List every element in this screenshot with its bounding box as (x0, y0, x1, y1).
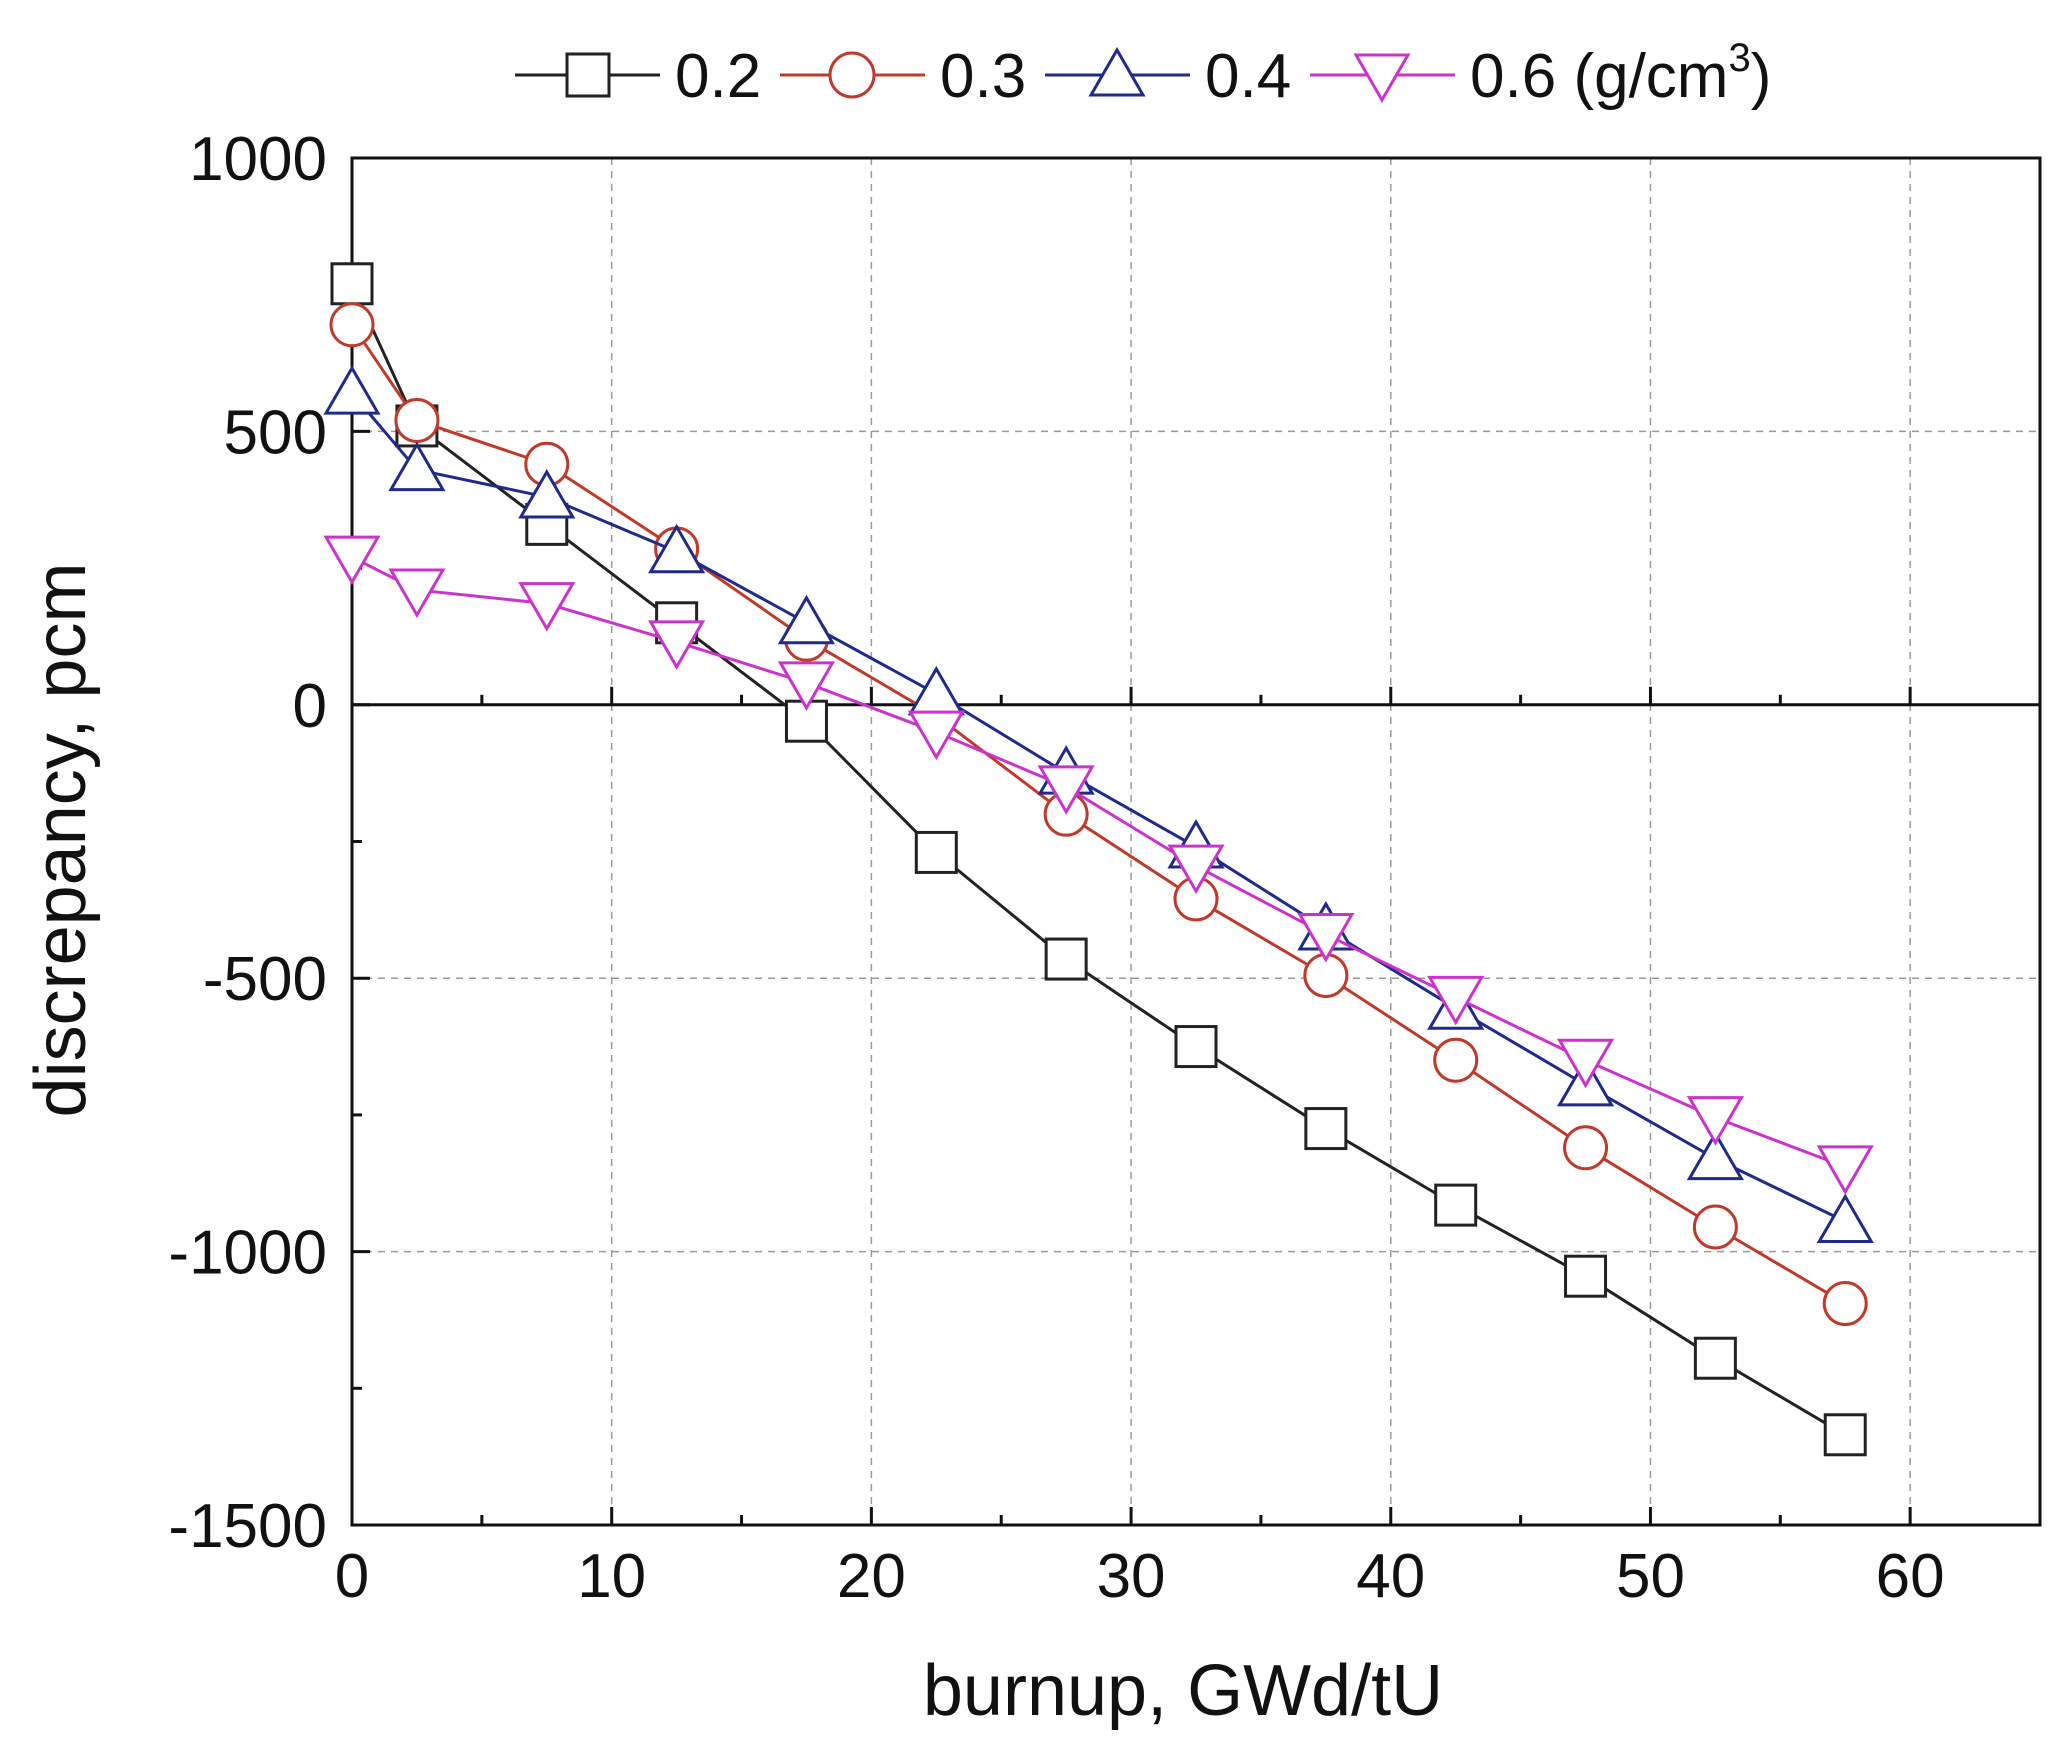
data-point-0.2-6 (1044, 937, 1088, 981)
legend-marker-triangle-down (1353, 53, 1411, 103)
data-point-0.3-9 (1433, 1037, 1479, 1083)
data-point-0.3-0 (329, 302, 375, 348)
series-0.2 (330, 262, 1867, 1457)
x-tick-label-6: 60 (1876, 1542, 1945, 1611)
y-tick-label-5: -1500 (168, 1492, 327, 1561)
legend-entry-0: 0.2 (515, 42, 761, 111)
data-point-0.2-5 (914, 830, 958, 874)
data-point-0.6-12 (1816, 1145, 1874, 1195)
data-point-0.6-5 (907, 710, 965, 761)
x-tick-label-1: 10 (577, 1542, 646, 1611)
series-0.4 (323, 365, 1874, 1244)
data-point-0.2-11 (1693, 1336, 1737, 1380)
data-point-0.2-0 (330, 262, 374, 306)
series-line-0.2 (350, 283, 1846, 1437)
legend-unit-close: ) (1751, 42, 1772, 111)
data-point-0.6-4 (777, 661, 836, 711)
legend: 0.2 0.3 0.4 0.6 (g/cm3) (515, 36, 1771, 111)
y-tick-label-4: -1000 (168, 1219, 327, 1288)
data-point-0.6-10 (1556, 1038, 1615, 1089)
x-tick-label-5: 50 (1616, 1542, 1685, 1611)
y-axis-title: discrepancy, pcm (21, 563, 101, 1118)
data-point-0.2-12 (1823, 1413, 1867, 1457)
data-point-0.3-10 (1563, 1125, 1609, 1171)
data-point-0.3-11 (1692, 1204, 1738, 1250)
data-point-0.6-8 (1297, 912, 1355, 963)
axes: 0 10 20 30 40 50 60 1000 500 0 -500 -1000 -1500 (168, 125, 2042, 1611)
data-point-0.4-0 (323, 365, 381, 415)
data-point-0.4-11 (1686, 1130, 1744, 1181)
legend-label-3: 0.6 (g/cm3) (1470, 36, 1771, 111)
series-0.6 (323, 535, 1874, 1195)
series-layer (323, 262, 1874, 1457)
series-line-0.6 (351, 555, 1846, 1169)
legend-entry-2: 0.4 (1045, 42, 1291, 111)
legend-label-2: 0.4 (1205, 42, 1291, 111)
data-point-0.6-9 (1427, 975, 1485, 1026)
series-line-0.3 (350, 323, 1846, 1305)
data-point-0.2-8 (1304, 1107, 1348, 1151)
data-point-0.3-12 (1822, 1281, 1868, 1327)
data-point-0.2-7 (1174, 1025, 1218, 1069)
data-point-0.6-6 (1037, 765, 1095, 815)
legend-marker-circle (828, 51, 876, 99)
data-point-0.2-10 (1564, 1254, 1608, 1298)
data-point-0.4-1 (388, 441, 446, 492)
data-point-0.4-3 (648, 523, 706, 574)
data-point-0.3-1 (394, 397, 440, 443)
legend-label-3-value: 0.6 (1470, 42, 1556, 111)
series-0.3 (329, 302, 1868, 1327)
data-point-0.2-9 (1434, 1183, 1478, 1227)
y-tick-label-1: 500 (224, 398, 327, 467)
data-point-0.6-0 (323, 535, 381, 586)
data-point-0.6-1 (388, 568, 446, 618)
x-axis-title: burnup, GWd/tU (923, 1651, 1443, 1731)
data-point-0.6-11 (1686, 1096, 1744, 1146)
y-tick-label-0: 1000 (189, 125, 327, 194)
data-point-0.6-2 (518, 582, 576, 632)
data-point-0.4-5 (907, 665, 965, 716)
legend-unit-superscript: 3 (1728, 36, 1750, 80)
data-point-0.4-4 (777, 594, 836, 645)
x-tick-label-0: 0 (335, 1542, 369, 1611)
legend-marker-square (565, 52, 611, 98)
legend-label-1: 0.3 (940, 42, 1026, 111)
data-point-0.2-4 (784, 699, 828, 743)
y-tick-label-2: 0 (293, 672, 327, 741)
legend-unit: (g/cm (1573, 42, 1728, 111)
data-point-0.4-12 (1816, 1193, 1874, 1244)
x-tick-label-2: 20 (837, 1542, 906, 1611)
legend-marker-triangle-up (1088, 47, 1146, 97)
data-point-0.4-2 (518, 469, 576, 519)
data-point-0.6-7 (1167, 844, 1225, 895)
legend-label-0: 0.2 (675, 42, 761, 111)
data-point-0.6-3 (648, 620, 706, 670)
x-tick-label-3: 30 (1097, 1542, 1166, 1611)
x-tick-label-4: 40 (1356, 1542, 1425, 1611)
legend-entry-3: 0.6 (g/cm3) (1310, 36, 1771, 111)
legend-entry-1: 0.3 (780, 42, 1026, 111)
y-tick-label-3: -500 (203, 945, 327, 1014)
